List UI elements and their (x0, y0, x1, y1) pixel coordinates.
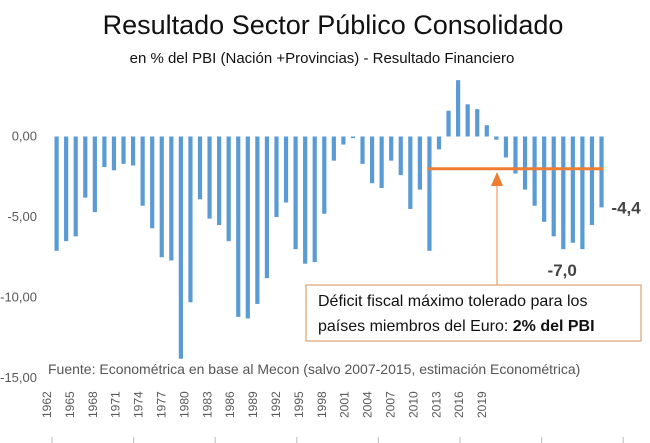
data-label-2019: -4,4 (611, 198, 641, 217)
bar-1969 (121, 136, 126, 164)
bar-2012 (532, 136, 537, 206)
source-note: Fuente: Econométrica en base al Mecon (s… (48, 361, 580, 377)
x-tick-label: 2010 (406, 391, 420, 418)
bar-2002 (436, 136, 442, 150)
bar-1978 (207, 136, 212, 219)
bar-1968 (111, 136, 117, 171)
bar-1973 (159, 136, 164, 258)
bar-2013 (542, 136, 547, 222)
bar-1963 (64, 136, 69, 242)
bar-2006 (475, 109, 480, 137)
x-tick-label: 1962 (40, 391, 54, 418)
x-tick-label: 2007 (384, 391, 398, 418)
bar-1997 (389, 136, 394, 161)
bar-1965 (83, 136, 88, 198)
bar-2017 (580, 136, 585, 250)
annotation-text-line2: países miembros del Euro: 2% del PBI (318, 318, 595, 335)
bar-2009 (503, 136, 509, 158)
x-tick-label: 2013 (429, 391, 443, 418)
x-tick-label: 1998 (315, 391, 329, 418)
annotation-text-plain: países miembros del Euro: (318, 318, 513, 335)
bar-1999 (408, 136, 413, 209)
x-tick-label: 2019 (475, 391, 489, 418)
x-tick-label: 1968 (86, 391, 100, 418)
bar-1979 (217, 136, 222, 226)
bar-1995 (369, 136, 375, 184)
bar-1987 (293, 136, 298, 250)
bar-1967 (102, 136, 107, 168)
bar-2018 (589, 136, 595, 226)
bar-2000 (417, 136, 422, 190)
x-tick-label: 1965 (63, 391, 77, 418)
bar-1985 (274, 136, 279, 217)
y-tick-label: 0,00 (12, 129, 37, 144)
annotation-text-line1: Déficit fiscal máximo tolerado para los (318, 293, 587, 310)
y-tick-label: -5,00 (7, 209, 37, 224)
bar-2001 (427, 136, 432, 251)
y-tick-label: -10,00 (0, 290, 37, 305)
bar-1977 (197, 136, 203, 200)
x-tick-label: 1983 (200, 391, 214, 418)
bar-1962 (54, 136, 59, 251)
data-label-2015: -7,0 (548, 261, 577, 280)
bar-2005 (465, 104, 470, 137)
bar-2015 (561, 136, 566, 250)
bar-1988 (303, 136, 308, 264)
bar-1984 (264, 136, 270, 279)
bar-1976 (188, 136, 193, 303)
bar-1986 (283, 136, 289, 203)
bar-2008 (494, 136, 499, 140)
x-tick-label: 1995 (292, 391, 306, 418)
bar-2014 (551, 136, 556, 237)
bar-1996 (379, 136, 384, 189)
bar-2016 (570, 136, 575, 243)
bar-1981 (236, 136, 241, 317)
bar-1975 (178, 136, 183, 359)
bar-2003 (446, 110, 451, 137)
x-tick-label: 1980 (177, 391, 191, 418)
bar-1966 (92, 136, 97, 213)
bar-1992 (341, 136, 346, 145)
bar-1990 (322, 136, 327, 214)
x-tick-label: 1986 (223, 391, 237, 418)
bar-1991 (331, 136, 336, 161)
bar-1971 (140, 136, 145, 206)
bar-1989 (312, 136, 317, 263)
chart-title: Resultado Sector Público Consolidado (103, 10, 564, 40)
x-tick-label: 2001 (338, 391, 352, 418)
bar-2019 (599, 136, 604, 208)
annotation-text-bold: 2% del PBI (513, 318, 595, 335)
bar-1993 (350, 136, 356, 139)
x-tick-label: 2004 (361, 391, 375, 418)
bar-1972 (150, 136, 155, 229)
bar-2011 (522, 136, 528, 190)
x-tick-label: 1971 (109, 391, 123, 418)
bar-1980 (226, 136, 231, 242)
bar-2007 (484, 125, 489, 137)
bar-1982 (245, 136, 250, 319)
bar-2004 (456, 80, 461, 137)
bar-1964 (73, 136, 78, 237)
bar-1983 (255, 136, 260, 304)
bar-1998 (398, 136, 403, 176)
y-tick-label: -15,00 (0, 370, 37, 385)
bar-1970 (130, 136, 136, 166)
chart-subtitle: en % del PBI (Nación +Provincias) - Resu… (130, 50, 515, 67)
annotation-arrow-head-icon (491, 172, 503, 186)
annotation-box (305, 284, 642, 342)
x-tick-label: 1992 (269, 391, 283, 418)
bar-2010 (513, 136, 518, 174)
bar-1994 (360, 136, 365, 164)
x-tick-label: 1974 (132, 391, 146, 418)
x-tick-label: 1989 (246, 391, 260, 418)
x-tick-label: 1977 (155, 391, 169, 418)
bar-1974 (169, 136, 174, 261)
x-tick-label: 2016 (452, 391, 466, 418)
